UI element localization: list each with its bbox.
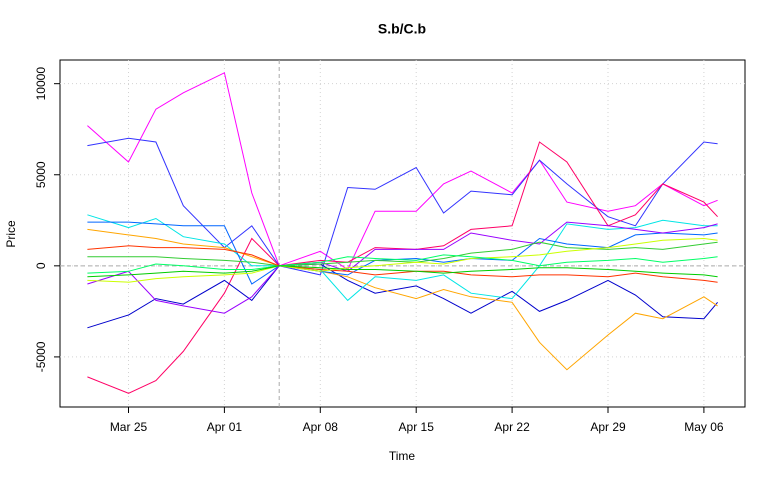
series-line xyxy=(87,221,718,285)
series-line xyxy=(87,254,718,274)
series-line xyxy=(87,237,718,283)
y-tick-label: 0 xyxy=(34,262,48,269)
y-axis-label: Price xyxy=(4,220,18,248)
series-line xyxy=(87,265,718,278)
x-axis-label: Time xyxy=(389,449,416,463)
series-line xyxy=(87,221,718,314)
x-tick-label: May 06 xyxy=(684,420,724,434)
x-tick-label: Apr 22 xyxy=(494,420,530,434)
plot-frame xyxy=(59,59,746,408)
y-tick-label: -5000 xyxy=(34,341,48,372)
x-tick-label: Apr 08 xyxy=(303,420,339,434)
series-line xyxy=(87,137,718,276)
x-tick-label: Mar 25 xyxy=(110,420,148,434)
chart-title: S.b/C.b xyxy=(378,21,426,37)
series-line xyxy=(87,228,718,371)
series-line xyxy=(87,72,718,271)
series-line xyxy=(87,141,718,394)
x-tick-label: Apr 15 xyxy=(399,420,435,434)
x-tick-label: Apr 01 xyxy=(207,420,243,434)
series-line xyxy=(87,263,718,329)
y-tick-label: 5000 xyxy=(34,161,48,188)
x-tick-label: Apr 29 xyxy=(590,420,626,434)
y-tick-label: 10000 xyxy=(34,67,48,101)
